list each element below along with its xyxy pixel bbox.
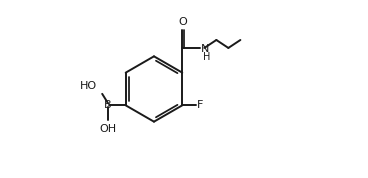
Text: H: H <box>203 52 210 62</box>
Text: B: B <box>104 100 112 110</box>
Text: N: N <box>201 44 209 54</box>
Text: OH: OH <box>99 124 117 134</box>
Text: O: O <box>178 17 187 27</box>
Text: F: F <box>197 100 204 110</box>
Text: HO: HO <box>80 81 98 91</box>
